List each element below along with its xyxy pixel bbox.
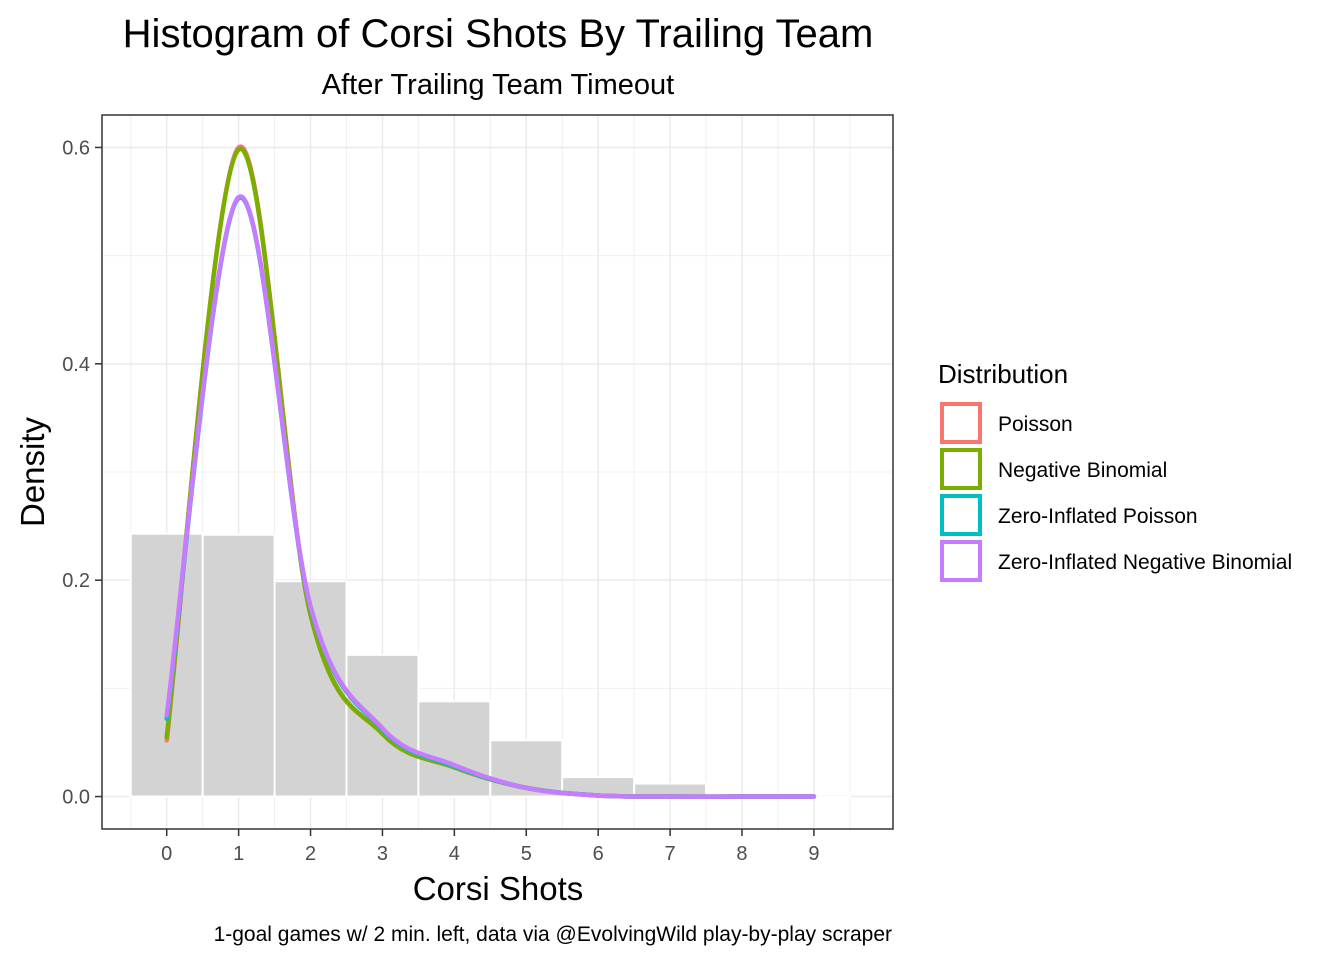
legend-key [940, 448, 982, 490]
legend-label: Poisson [998, 413, 1073, 436]
grid [102, 115, 893, 829]
legend-key [940, 402, 982, 444]
x-tick-label: 7 [665, 843, 676, 865]
legend-label: Zero-Inflated Poisson [998, 505, 1198, 528]
histogram-bar [129, 532, 204, 798]
x-axis-title: Corsi Shots [413, 870, 584, 907]
density-lines [164, 144, 817, 799]
histogram-bar [417, 700, 492, 798]
y-tick-label: 0.0 [62, 787, 90, 809]
x-tick-label: 5 [521, 843, 532, 865]
x-tick-label: 2 [305, 843, 316, 865]
chart-caption: 1-goal games w/ 2 min. left, data via @E… [214, 923, 892, 946]
legend-title: Distribution [938, 359, 1068, 389]
chart-title: Histogram of Corsi Shots By Trailing Tea… [123, 12, 874, 56]
x-tick-label: 0 [161, 843, 172, 865]
y-tick-label: 0.4 [62, 354, 90, 376]
panel-border [101, 114, 894, 830]
y-tick-label: 0.6 [62, 137, 90, 159]
plot-area: 0 1 2 3 4 5 6 7 8 9 0.0 0.2 0.4 0.6 [62, 114, 894, 865]
x-tick-label: 4 [449, 843, 460, 865]
x-tick-label: 1 [233, 843, 244, 865]
x-tick-label: 3 [377, 843, 388, 865]
y-axis-title: Density [14, 416, 51, 527]
series-line [164, 194, 817, 799]
chart-subtitle: After Trailing Team Timeout [322, 69, 674, 101]
legend-label: Zero-Inflated Negative Binomial [998, 551, 1292, 574]
y-tick-label: 0.2 [62, 570, 90, 592]
legend-key [940, 540, 982, 582]
x-tick-label: 6 [593, 843, 604, 865]
legend: Distribution Poisson Negative Binomial Zer… [938, 359, 1292, 582]
x-tick-label: 9 [808, 843, 819, 865]
histogram-bar [201, 533, 276, 798]
legend-key [940, 494, 982, 536]
x-tick-label: 8 [736, 843, 747, 865]
legend-label: Negative Binomial [998, 459, 1167, 482]
